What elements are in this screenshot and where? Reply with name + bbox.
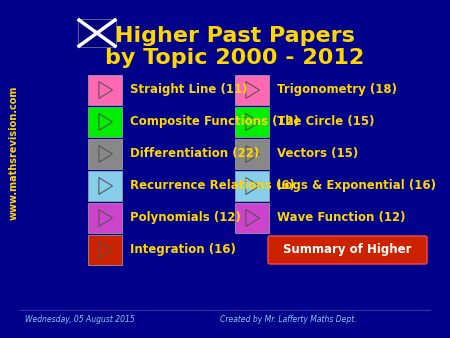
Text: www.mathsrevision.com: www.mathsrevision.com [9, 86, 19, 220]
FancyBboxPatch shape [235, 171, 269, 201]
Polygon shape [100, 243, 111, 257]
FancyBboxPatch shape [235, 107, 269, 137]
Polygon shape [99, 177, 112, 194]
Text: The Circle (15): The Circle (15) [277, 116, 374, 128]
Polygon shape [246, 146, 260, 163]
Polygon shape [99, 242, 112, 259]
Text: Recurrence Relations (6): Recurrence Relations (6) [130, 179, 295, 193]
Polygon shape [99, 81, 112, 98]
Text: Vectors (15): Vectors (15) [277, 147, 358, 161]
Polygon shape [246, 81, 260, 98]
FancyBboxPatch shape [88, 203, 122, 233]
Polygon shape [100, 116, 111, 128]
Polygon shape [247, 147, 258, 161]
Text: Polynomials (12): Polynomials (12) [130, 212, 241, 224]
FancyBboxPatch shape [88, 75, 122, 105]
Text: Composite Functions (12): Composite Functions (12) [130, 116, 299, 128]
Text: Differentiation (22): Differentiation (22) [130, 147, 259, 161]
Polygon shape [99, 146, 112, 163]
Text: Created by Mr. Lafferty Maths Dept.: Created by Mr. Lafferty Maths Dept. [220, 315, 356, 324]
Polygon shape [100, 212, 111, 224]
FancyBboxPatch shape [88, 107, 122, 137]
Polygon shape [247, 212, 258, 224]
Polygon shape [100, 179, 111, 193]
Polygon shape [246, 114, 260, 130]
Text: by Topic 2000 - 2012: by Topic 2000 - 2012 [105, 48, 365, 68]
Polygon shape [247, 179, 258, 193]
Polygon shape [99, 210, 112, 226]
Text: Wednesday, 05 August 2015: Wednesday, 05 August 2015 [25, 315, 135, 324]
Polygon shape [100, 147, 111, 161]
Polygon shape [246, 177, 260, 194]
Text: Trigonometry (18): Trigonometry (18) [277, 83, 397, 97]
Text: Higher Past Papers: Higher Past Papers [115, 26, 355, 46]
FancyBboxPatch shape [235, 203, 269, 233]
FancyBboxPatch shape [78, 19, 116, 47]
FancyBboxPatch shape [235, 139, 269, 169]
Text: Logs & Exponential (16): Logs & Exponential (16) [277, 179, 436, 193]
FancyBboxPatch shape [268, 236, 427, 264]
FancyBboxPatch shape [88, 235, 122, 265]
Polygon shape [247, 116, 258, 128]
Polygon shape [99, 114, 112, 130]
FancyBboxPatch shape [88, 139, 122, 169]
FancyBboxPatch shape [235, 75, 269, 105]
Polygon shape [247, 83, 258, 97]
Text: Summary of Higher: Summary of Higher [283, 243, 412, 257]
Polygon shape [100, 83, 111, 97]
Text: Straight Line (11): Straight Line (11) [130, 83, 248, 97]
Text: Wave Function (12): Wave Function (12) [277, 212, 405, 224]
Text: Integration (16): Integration (16) [130, 243, 236, 257]
Polygon shape [246, 210, 260, 226]
FancyBboxPatch shape [88, 171, 122, 201]
